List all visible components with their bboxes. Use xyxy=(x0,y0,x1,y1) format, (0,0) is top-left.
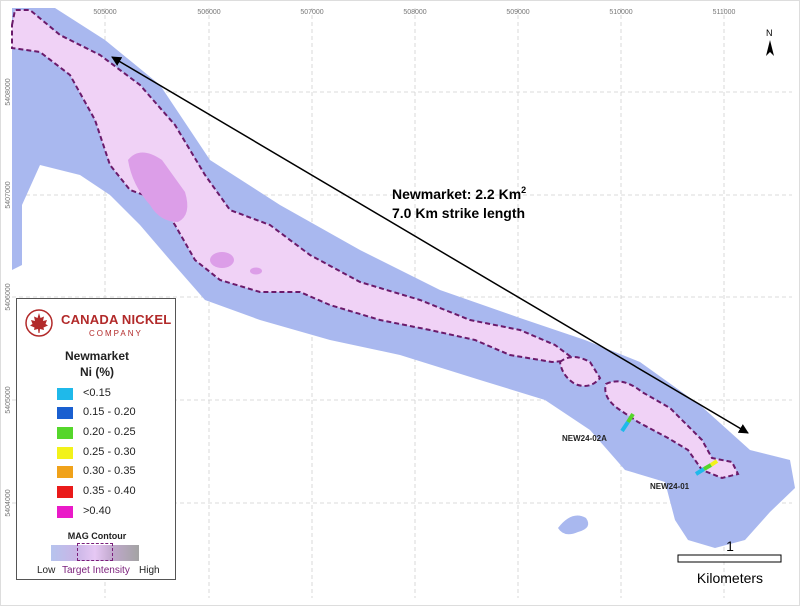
company-logo: CANADA NICKEL COMPANY xyxy=(23,307,173,341)
legend-item: 0.35 - 0.40 xyxy=(57,485,175,499)
legend-swatch xyxy=(57,427,73,439)
mag-high-label: High xyxy=(139,565,160,576)
strike-length-arrow xyxy=(111,56,749,434)
scale-bar-box xyxy=(677,554,782,563)
mag-low-island xyxy=(558,515,589,535)
north-arrow-icon: N xyxy=(766,28,774,56)
legend-item-label: <0.15 xyxy=(83,387,111,399)
scale-bar-value: 1 xyxy=(726,538,734,554)
drill-trace-segment xyxy=(694,467,706,476)
legend-item: 0.15 - 0.20 xyxy=(57,406,175,420)
northing-tick-label: 5404000 xyxy=(5,489,12,516)
target-core xyxy=(210,252,234,268)
drill-trace-segment xyxy=(703,463,712,471)
legend-swatch xyxy=(57,447,73,459)
legend-item-label: 0.35 - 0.40 xyxy=(83,485,136,497)
legend-item-label: 0.20 - 0.25 xyxy=(83,426,136,438)
easting-tick-label: 507000 xyxy=(300,9,323,16)
legend-item: <0.15 xyxy=(57,387,175,401)
legend-title: Newmarket xyxy=(64,349,130,363)
scale-bar-unit: Kilometers xyxy=(697,570,763,586)
legend-item-label: 0.30 - 0.35 xyxy=(83,465,136,477)
legend-item: 0.30 - 0.35 xyxy=(57,465,175,479)
legend-swatch xyxy=(57,486,73,498)
legend-item-label: 0.25 - 0.30 xyxy=(83,446,136,458)
target-core xyxy=(250,267,262,275)
drill-trace-segment xyxy=(709,459,719,467)
easting-tick-label: 510000 xyxy=(609,9,632,16)
northing-ticks: 5408000 5407000 5406000 5405000 5404000 xyxy=(5,78,12,516)
drill-hole-NEW24-01[interactable]: NEW24-01 xyxy=(650,459,719,491)
northing-tick-label: 5408000 xyxy=(5,78,12,105)
legend-swatch xyxy=(57,466,73,478)
legend-item: 0.20 - 0.25 xyxy=(57,426,175,440)
easting-tick-label: 511000 xyxy=(713,9,736,16)
legend-swatch xyxy=(57,388,73,400)
easting-tick-label: 509000 xyxy=(506,9,529,16)
easting-tick-label: 506000 xyxy=(197,9,220,16)
northing-tick-label: 5407000 xyxy=(5,181,12,208)
legend-subtitle: Ni (%) xyxy=(80,365,114,379)
legend-swatch xyxy=(57,407,73,419)
area-annotation-superscript: 2 xyxy=(521,185,526,195)
drill-label-NEW24-01: NEW24-01 xyxy=(650,482,690,491)
legend-item: 0.25 - 0.30 xyxy=(57,446,175,460)
northing-tick-label: 5406000 xyxy=(5,283,12,310)
easting-tick-label: 508000 xyxy=(403,9,426,16)
area-annotation: Newmarket: 2.2 Km2 xyxy=(392,185,526,202)
drill-label-NEW24-02A: NEW24-02A xyxy=(562,434,607,443)
legend-item-label: 0.15 - 0.20 xyxy=(83,406,136,418)
mag-contour-title: MAG Contour xyxy=(67,531,127,541)
legend-swatch xyxy=(57,506,73,518)
company-subtitle: COMPANY xyxy=(89,329,143,338)
area-annotation-text: Newmarket: 2.2 Km xyxy=(392,186,521,202)
north-label: N xyxy=(766,28,773,38)
mag-low-label: Low xyxy=(37,565,56,576)
scale-bar: 1 Kilometers xyxy=(677,538,782,586)
legend-item: >0.40 xyxy=(57,505,175,519)
easting-tick-label: 505000 xyxy=(93,9,116,16)
legend-item-label: >0.40 xyxy=(83,505,111,517)
northing-tick-label: 5405000 xyxy=(5,386,12,413)
easting-ticks: 505000 506000 507000 508000 509000 51000… xyxy=(93,9,735,16)
company-name: CANADA NICKEL xyxy=(61,312,172,327)
maple-leaf-icon xyxy=(25,309,53,337)
strike-length-annotation: 7.0 Km strike length xyxy=(392,205,525,221)
map-legend: CANADA NICKEL COMPANY Newmarket Ni (%) <… xyxy=(16,298,176,580)
mag-target-label: Target Intensity xyxy=(62,565,130,576)
target-intensity-box xyxy=(77,543,113,561)
mag-contour-ramp xyxy=(51,543,139,561)
